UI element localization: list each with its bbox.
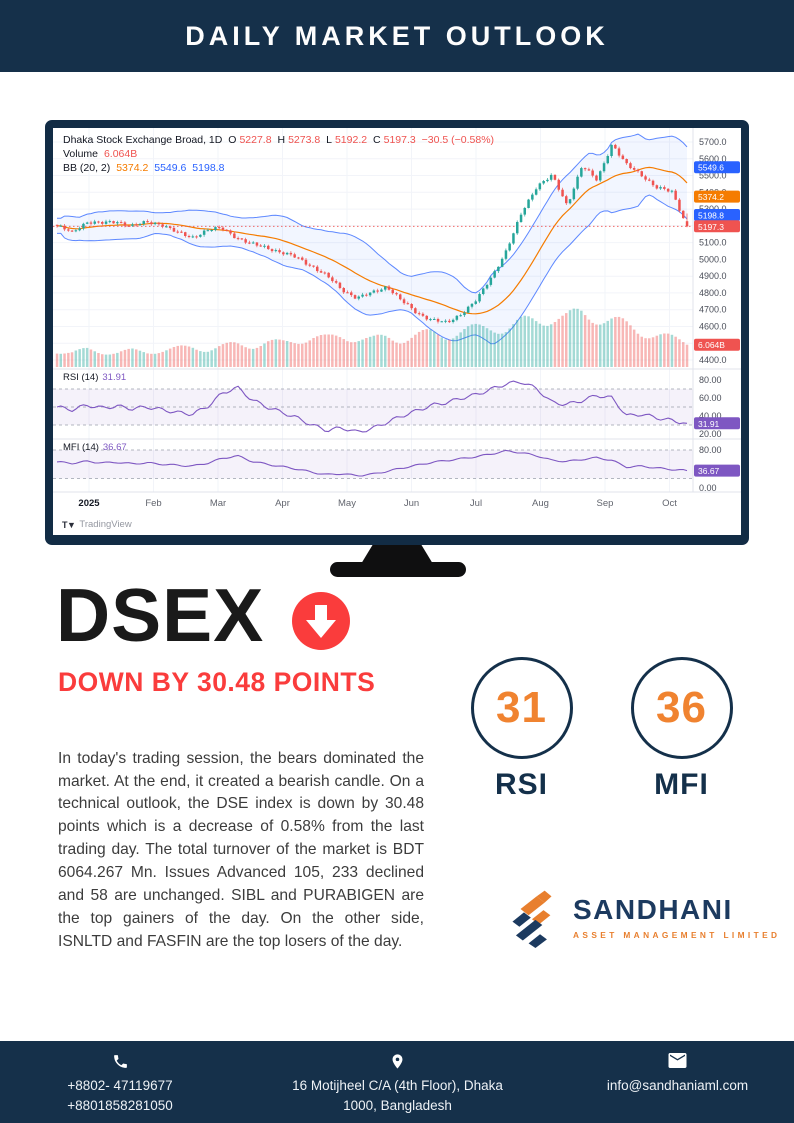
- svg-text:5700.0: 5700.0: [699, 137, 727, 147]
- brand-name: SANDHANI: [573, 894, 733, 925]
- svg-text:4900.0: 4900.0: [699, 271, 727, 281]
- svg-text:Aug: Aug: [532, 498, 549, 509]
- monitor-stand-base: [330, 562, 466, 577]
- svg-text:20.00: 20.00: [699, 429, 722, 439]
- mfi-gauge-circle: 36: [630, 657, 733, 759]
- legend-volume-row: Volume 6.064B: [63, 147, 497, 161]
- svg-text:4800.0: 4800.0: [699, 288, 727, 298]
- chart-legend: Dhaka Stock Exchange Broad, 1D O 5227.8 H…: [63, 133, 497, 175]
- bb-lower-value: 5198.8: [192, 162, 225, 174]
- svg-text:31.91: 31.91: [698, 419, 720, 429]
- brand-text: SANDHANI ASSET MANAGEMENT LIMITED: [573, 894, 780, 940]
- svg-text:5374.2: 5374.2: [698, 192, 724, 202]
- location-pin-icon: [270, 1053, 525, 1071]
- svg-text:Oct: Oct: [662, 498, 677, 509]
- svg-text:4400.0: 4400.0: [699, 355, 727, 365]
- rsi-pane-legend: RSI (14) 31.91: [63, 372, 126, 383]
- svg-text:5500.0: 5500.0: [699, 171, 727, 181]
- price-chart-canvas: 5700.05600.05500.05400.05300.05200.05100…: [53, 128, 741, 516]
- footer-phone-block: +8802- 47119677 +8801858281050: [20, 1053, 220, 1117]
- svg-text:Apr: Apr: [275, 498, 290, 509]
- volume-label: Volume: [63, 148, 99, 160]
- down-arrow-circle-icon: [292, 592, 350, 650]
- rsi-gauge-label: RSI: [494, 768, 548, 801]
- svg-text:4600.0: 4600.0: [699, 322, 727, 332]
- mfi-pane-legend: MFI (14) 36.67: [63, 442, 127, 453]
- email-icon: [580, 1053, 775, 1071]
- mfi-gauge-value: 36: [656, 683, 707, 732]
- mfi-gauge: 36 MFI: [600, 657, 763, 802]
- low-key: L: [326, 134, 332, 146]
- svg-text:36.67: 36.67: [698, 466, 720, 476]
- phone-icon: [20, 1053, 220, 1071]
- symbol-title: Dhaka Stock Exchange Broad, 1D: [63, 134, 223, 146]
- close-value: 5197.3: [383, 134, 416, 146]
- monitor-frame: Dhaka Stock Exchange Broad, 1D O 5227.8 H…: [45, 120, 749, 545]
- bb-upper-value: 5549.6: [154, 162, 187, 174]
- high-key: H: [277, 134, 286, 146]
- footer-address-block: 16 Motijheel C/A (4th Floor), Dhaka 1000…: [270, 1053, 525, 1117]
- mfi-last-value: 36.67: [102, 442, 127, 453]
- bb-label: BB (20, 2): [63, 162, 111, 174]
- headline-subtitle: DOWN BY 30.48 POINTS: [58, 667, 376, 697]
- svg-text:Sep: Sep: [597, 498, 614, 509]
- svg-text:80.00: 80.00: [699, 375, 722, 385]
- address-line-2: 1000, Bangladesh: [343, 1098, 452, 1114]
- mfi-label: MFI (14): [63, 442, 99, 453]
- header-bar: DAILY MARKET OUTLOOK: [0, 0, 794, 72]
- brand-logo-icon: [512, 890, 552, 948]
- svg-text:May: May: [338, 498, 356, 509]
- phone-number-2: +8801858281050: [67, 1098, 173, 1114]
- svg-text:5198.8: 5198.8: [698, 211, 724, 221]
- market-summary: In today's trading session, the bears do…: [58, 749, 424, 950]
- legend-bb-row: BB (20, 2) 5374.2 5549.6 5198.8: [63, 161, 497, 175]
- footer-bar: +8802- 47119677 +8801858281050 16 Motijh…: [0, 1041, 794, 1123]
- tradingview-label: TradingView: [79, 519, 132, 530]
- tradingview-watermark: T▼ TradingView: [62, 519, 132, 530]
- rsi-gauge: 31 RSI: [440, 657, 603, 802]
- address-line-1: 16 Motijheel C/A (4th Floor), Dhaka: [292, 1078, 503, 1093]
- rsi-last-value: 31.91: [102, 372, 127, 383]
- ticker-heading: DSEX: [56, 573, 265, 657]
- brand-tagline: ASSET MANAGEMENT LIMITED: [573, 930, 781, 940]
- brand-block: SANDHANI ASSET MANAGEMENT LIMITED: [503, 886, 780, 948]
- volume-value: 6.064B: [103, 148, 138, 160]
- rsi-gauge-circle: 31: [470, 657, 573, 759]
- svg-text:6.064B: 6.064B: [698, 340, 725, 350]
- legend-symbol-row: Dhaka Stock Exchange Broad, 1D O 5227.8 H…: [63, 133, 497, 147]
- svg-text:5549.6: 5549.6: [698, 163, 724, 173]
- svg-text:40.00: 40.00: [699, 411, 722, 421]
- open-value: 5227.8: [239, 134, 272, 146]
- svg-text:80.00: 80.00: [699, 445, 722, 455]
- svg-text:0.00: 0.00: [699, 483, 717, 493]
- email-address: info@sandhaniaml.com: [606, 1078, 749, 1093]
- phone-number-1: +8802- 47119677: [67, 1078, 173, 1093]
- change-value: −30.5 (−0.58%): [421, 134, 495, 146]
- mfi-gauge-label: MFI: [654, 768, 709, 801]
- page-title: DAILY MARKET OUTLOOK: [185, 21, 609, 51]
- rsi-label: RSI (14): [63, 372, 99, 383]
- rsi-gauge-value: 31: [496, 683, 547, 732]
- svg-text:Feb: Feb: [145, 498, 161, 509]
- svg-text:Mar: Mar: [210, 498, 226, 509]
- chart-screen: Dhaka Stock Exchange Broad, 1D O 5227.8 H…: [53, 128, 741, 535]
- svg-text:5000.0: 5000.0: [699, 254, 727, 264]
- svg-text:Jul: Jul: [470, 498, 482, 509]
- svg-text:2025: 2025: [78, 498, 100, 509]
- svg-text:5100.0: 5100.0: [699, 238, 727, 248]
- svg-text:Jun: Jun: [404, 498, 419, 509]
- svg-text:60.00: 60.00: [699, 393, 722, 403]
- low-value: 5192.2: [334, 134, 368, 146]
- high-value: 5273.8: [288, 134, 321, 146]
- monitor-stand-neck: [361, 545, 433, 564]
- tradingview-logo-icon: T▼: [62, 519, 76, 530]
- footer-email-block: info@sandhaniaml.com: [580, 1053, 775, 1096]
- svg-text:5600.0: 5600.0: [699, 154, 727, 164]
- svg-text:4700.0: 4700.0: [699, 305, 727, 315]
- close-key: C: [373, 134, 381, 146]
- svg-text:5197.3: 5197.3: [698, 222, 724, 232]
- open-key: O: [228, 134, 237, 146]
- bb-basis-value: 5374.2: [116, 162, 149, 174]
